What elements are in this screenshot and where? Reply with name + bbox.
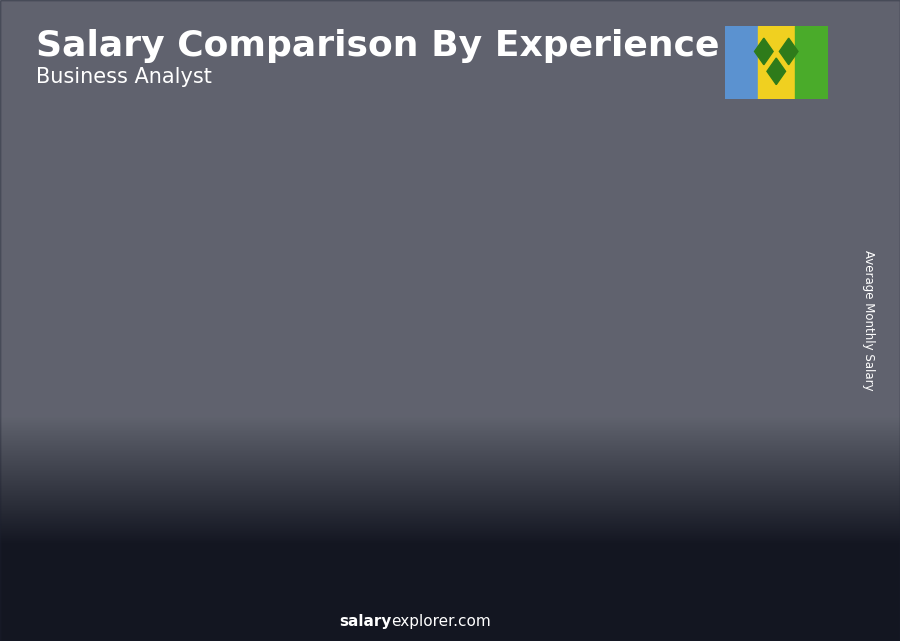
Bar [711,204,776,577]
Polygon shape [74,435,150,441]
Text: 2,300 XCD: 2,300 XCD [75,415,148,429]
Polygon shape [199,381,275,389]
Text: 6,310 XCD: 6,310 XCD [700,167,773,181]
Bar [335,310,400,577]
Text: +38%: +38% [140,315,207,335]
Bar [85,441,150,577]
Text: 4,510 XCD: 4,510 XCD [325,278,398,292]
Bar [585,234,651,577]
Bar [460,252,526,577]
Polygon shape [699,187,711,577]
Polygon shape [74,435,85,577]
Text: +22%: +22% [391,171,458,191]
Polygon shape [324,298,400,310]
Text: 5,800 XCD: 5,800 XCD [575,199,648,213]
Text: Salary Comparison By Experience: Salary Comparison By Experience [36,29,719,63]
Polygon shape [449,237,460,577]
Polygon shape [199,381,210,577]
Text: Business Analyst: Business Analyst [36,67,211,87]
Bar [210,389,275,577]
Bar [724,26,758,99]
Text: salary: salary [339,615,392,629]
Polygon shape [574,219,651,234]
Polygon shape [767,58,786,85]
Polygon shape [449,237,526,252]
Polygon shape [574,219,585,577]
Text: 5,490 XCD: 5,490 XCD [450,218,523,232]
Polygon shape [754,38,773,65]
Bar [795,26,828,99]
Text: explorer.com: explorer.com [392,615,491,629]
Polygon shape [324,298,335,577]
Text: +6%: +6% [523,152,576,172]
Polygon shape [699,187,776,204]
Text: 3,170 XCD: 3,170 XCD [200,362,273,376]
Text: Average Monthly Salary: Average Monthly Salary [862,250,875,391]
Polygon shape [779,38,798,65]
Bar [758,26,795,99]
Text: +42%: +42% [266,232,333,252]
Text: +9%: +9% [648,121,701,140]
